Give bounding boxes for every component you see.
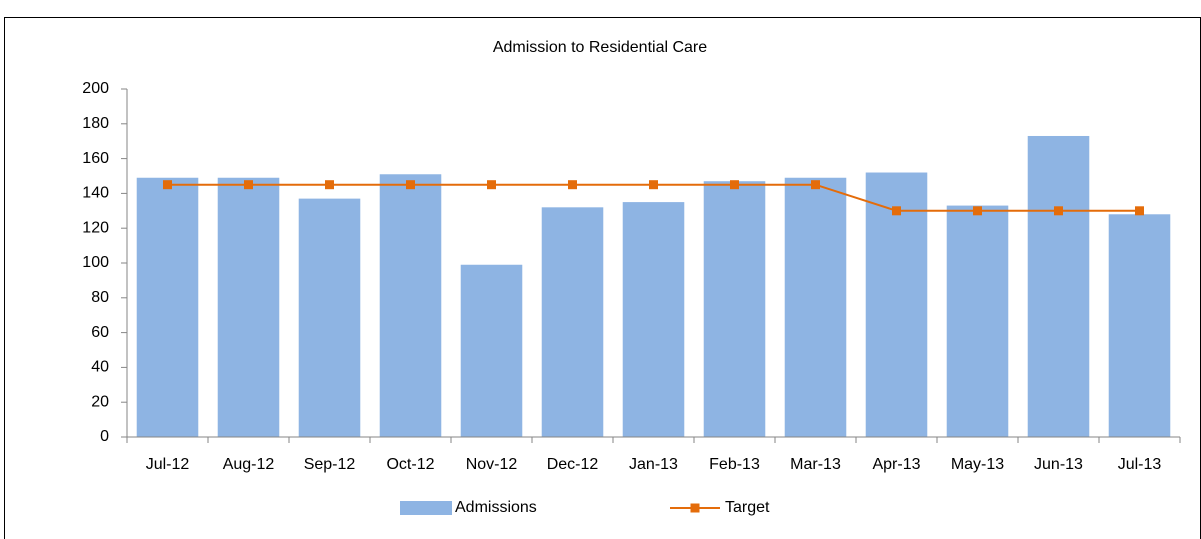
bar [541, 207, 604, 437]
chart-title: Admission to Residential Care [493, 39, 707, 56]
x-tick-label: Oct-12 [386, 456, 434, 473]
marker [892, 206, 901, 216]
marker [244, 180, 253, 190]
legend-label: Admissions [455, 499, 537, 516]
x-tick-label: Nov-12 [466, 456, 518, 473]
marker [1054, 206, 1063, 216]
bar [946, 205, 1009, 437]
bar [379, 174, 442, 437]
x-tick-label: May-13 [951, 456, 1004, 473]
marker [730, 180, 739, 190]
y-tick-label: 40 [91, 359, 109, 376]
x-tick-label: Apr-13 [872, 456, 920, 473]
bar [298, 198, 361, 437]
x-tick-label: Feb-13 [709, 456, 760, 473]
bar [622, 202, 685, 437]
y-tick-label: 60 [91, 324, 109, 341]
marker [649, 180, 658, 190]
bar [1108, 214, 1171, 437]
bar [1027, 135, 1090, 438]
bar [136, 177, 199, 438]
bar [865, 172, 928, 437]
x-tick-label: Dec-12 [547, 456, 599, 473]
x-tick-label: Sep-12 [304, 456, 356, 473]
y-tick-label: 160 [82, 150, 109, 167]
marker [325, 180, 334, 190]
x-tick-label: Mar-13 [790, 456, 841, 473]
y-tick-label: 100 [82, 254, 109, 271]
marker [568, 180, 577, 190]
x-tick-label: Jul-13 [1118, 456, 1162, 473]
y-tick-label: 180 [82, 115, 109, 132]
marker [811, 180, 820, 190]
y-tick-label: 140 [82, 185, 109, 202]
marker [163, 180, 172, 190]
bar [217, 177, 280, 438]
bar [703, 181, 766, 437]
x-tick-label: Jan-13 [629, 456, 678, 473]
x-tick-label: Jun-13 [1034, 456, 1083, 473]
bar [460, 264, 523, 437]
legend-swatch [690, 503, 700, 513]
marker [487, 180, 496, 190]
y-tick-label: 120 [82, 219, 109, 236]
y-tick-label: 80 [91, 289, 109, 306]
x-tick-label: Jul-12 [146, 456, 190, 473]
marker [406, 180, 415, 190]
y-tick-label: 20 [91, 393, 109, 410]
y-tick-label: 0 [100, 428, 109, 445]
legend-swatch [400, 501, 452, 515]
bar [784, 177, 847, 438]
y-tick-label: 200 [82, 80, 109, 97]
marker [1135, 206, 1144, 216]
legend-label: Target [725, 499, 770, 516]
x-tick-label: Aug-12 [223, 456, 275, 473]
marker [973, 206, 982, 216]
